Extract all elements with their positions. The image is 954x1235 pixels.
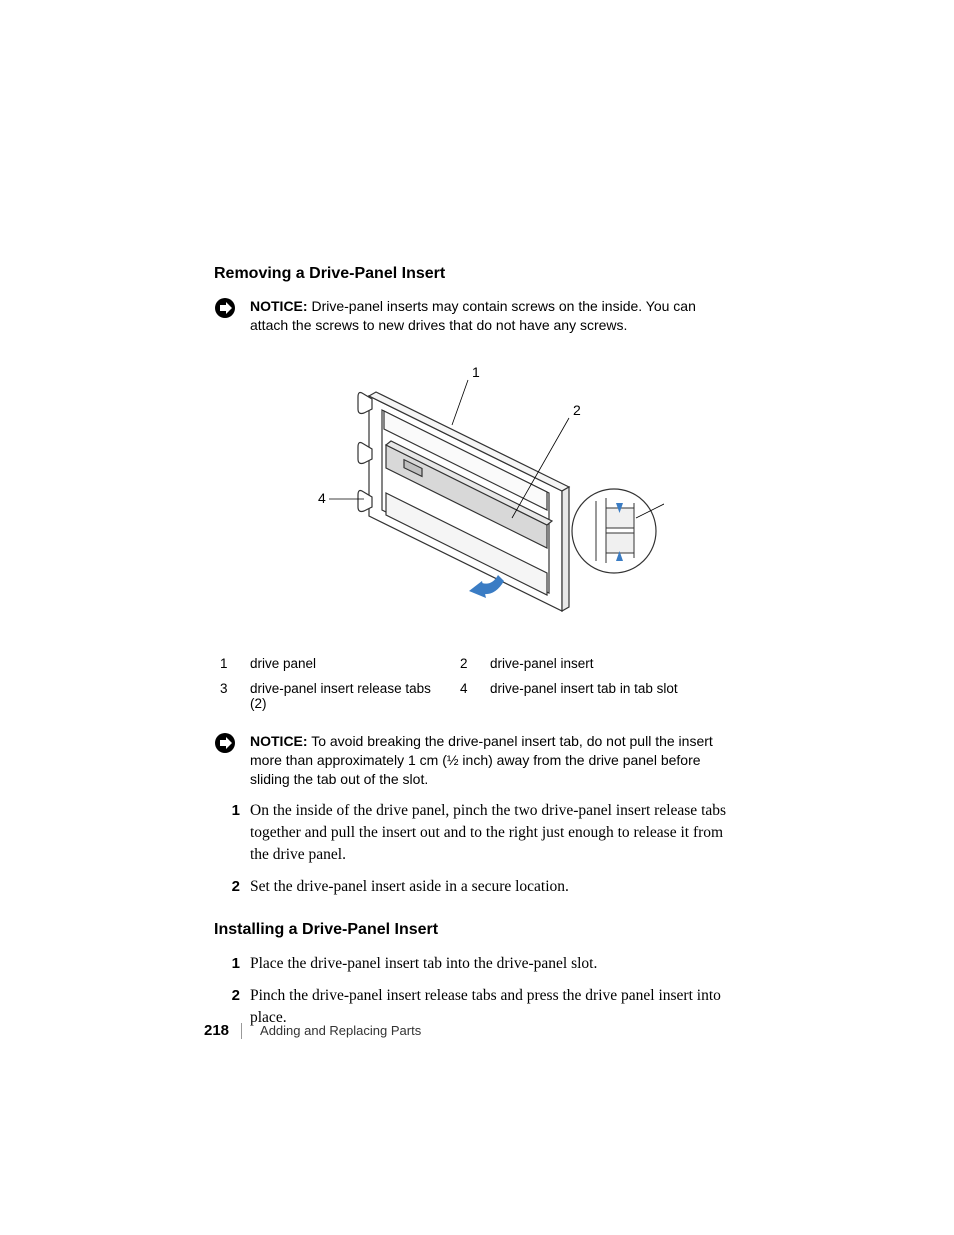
notice-icon <box>214 297 236 324</box>
footer-divider <box>241 1023 242 1039</box>
step-number: 1 <box>214 953 240 974</box>
notice-text-2: NOTICE: To avoid breaking the drive-pane… <box>250 732 744 789</box>
footer-page-number: 218 <box>204 1022 229 1039</box>
step-number: 2 <box>214 876 240 897</box>
step-text: Set the drive-panel insert aside in a se… <box>250 876 744 898</box>
removing-steps: 1 On the inside of the drive panel, pinc… <box>214 800 744 897</box>
callout-label-3: drive-panel insert release tabs (2) <box>250 676 460 716</box>
notice-block-1: NOTICE: Drive-panel inserts may contain … <box>214 297 744 335</box>
callout-2: 2 <box>573 402 581 418</box>
step-item: 2 Set the drive-panel insert aside in a … <box>214 876 744 898</box>
callout-label-1: drive panel <box>250 651 460 676</box>
drive-panel-diagram: 1 2 3 4 <box>294 363 664 633</box>
callout-num-3: 3 <box>220 676 250 716</box>
step-item: 1 On the inside of the drive panel, pinc… <box>214 800 744 865</box>
notice-label: NOTICE: <box>250 733 308 749</box>
callout-1: 1 <box>472 364 480 380</box>
callout-label-4: drive-panel insert tab in tab slot <box>490 676 750 716</box>
notice-text-1: NOTICE: Drive-panel inserts may contain … <box>250 297 744 335</box>
diagram-container: 1 2 3 4 <box>214 363 744 633</box>
callout-table: 1 drive panel 2 drive-panel insert 3 dri… <box>220 651 750 716</box>
heading-removing: Removing a Drive-Panel Insert <box>214 265 744 283</box>
notice-block-2: NOTICE: To avoid breaking the drive-pane… <box>214 732 744 789</box>
step-number: 2 <box>214 985 240 1006</box>
step-number: 1 <box>214 800 240 821</box>
notice-body-2: To avoid breaking the drive-panel insert… <box>250 733 713 787</box>
step-item: 1 Place the drive-panel insert tab into … <box>214 953 744 975</box>
callout-num-2: 2 <box>460 651 490 676</box>
installing-steps: 1 Place the drive-panel insert tab into … <box>214 953 744 1028</box>
heading-installing: Installing a Drive-Panel Insert <box>214 921 744 939</box>
step-text: Place the drive-panel insert tab into th… <box>250 953 744 975</box>
callout-num-1: 1 <box>220 651 250 676</box>
callout-label-2: drive-panel insert <box>490 651 750 676</box>
notice-label: NOTICE: <box>250 298 308 314</box>
notice-icon <box>214 732 236 759</box>
footer-section: Adding and Replacing Parts <box>260 1023 421 1038</box>
callout-num-4: 4 <box>460 676 490 716</box>
step-text: On the inside of the drive panel, pinch … <box>250 800 744 865</box>
page-footer: 218 Adding and Replacing Parts <box>204 1022 421 1039</box>
notice-body-1: Drive-panel inserts may contain screws o… <box>250 298 696 333</box>
callout-4: 4 <box>318 490 326 506</box>
